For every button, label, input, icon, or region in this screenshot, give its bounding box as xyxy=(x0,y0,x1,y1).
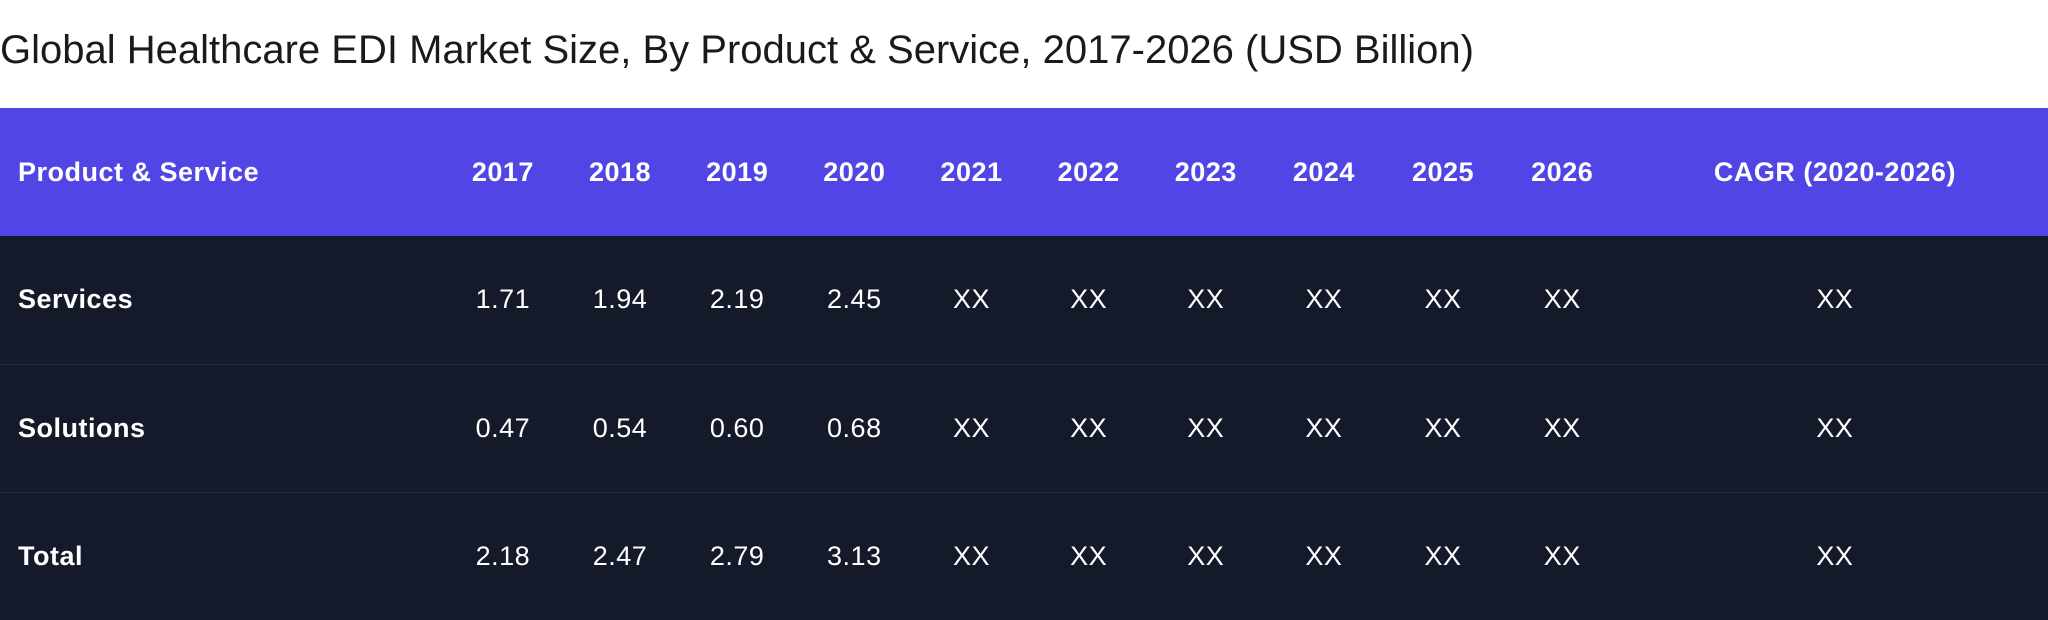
table-cell-cagr: XX xyxy=(1816,412,1854,443)
table-cell: 2.47 xyxy=(592,540,648,571)
table-cell: XX xyxy=(1424,412,1462,443)
table-cell: XX xyxy=(952,284,990,315)
column-header-2020: 2020 xyxy=(823,156,886,187)
table-row-total: Total 2.18 2.47 2.79 3.13 XX XX XX XX XX… xyxy=(0,492,2048,620)
column-header-2021: 2021 xyxy=(940,156,1003,187)
table-cell: XX xyxy=(1543,540,1581,571)
table-cell: 0.47 xyxy=(475,412,531,443)
table-cell-cagr: XX xyxy=(1816,284,1854,315)
table-cell: XX xyxy=(1424,284,1462,315)
column-header-2025: 2025 xyxy=(1412,156,1475,187)
table-cell: XX xyxy=(1070,412,1108,443)
table-cell: 0.68 xyxy=(827,412,882,443)
row-label: Solutions xyxy=(18,412,146,443)
table-cell: 1.94 xyxy=(592,284,648,315)
column-header-2024: 2024 xyxy=(1292,156,1355,187)
row-label: Total xyxy=(18,540,83,571)
column-header-product-service: Product & Service xyxy=(18,156,260,187)
table-cell: XX xyxy=(1187,540,1225,571)
column-header-2022: 2022 xyxy=(1057,156,1120,187)
table-cell: XX xyxy=(1305,412,1343,443)
table-cell: XX xyxy=(952,412,990,443)
column-header-2026: 2026 xyxy=(1531,156,1594,187)
table-cell: 2.79 xyxy=(709,540,765,571)
table-cell: 3.13 xyxy=(827,540,882,571)
column-header-2017: 2017 xyxy=(471,156,534,187)
table-cell: XX xyxy=(1070,540,1108,571)
column-header-2023: 2023 xyxy=(1174,156,1237,187)
table-cell: XX xyxy=(1187,412,1225,443)
table-cell: 1.71 xyxy=(475,284,531,315)
table-cell: 0.54 xyxy=(592,412,648,443)
table-cell: XX xyxy=(952,540,990,571)
table-cell: XX xyxy=(1543,284,1581,315)
table-cell: XX xyxy=(1424,540,1462,571)
table-row-services: Services 1.71 1.94 2.19 2.45 XX XX XX XX… xyxy=(0,236,2048,364)
table-cell: XX xyxy=(1070,284,1108,315)
table-cell-cagr: XX xyxy=(1816,540,1854,571)
page-title: Global Healthcare EDI Market Size, By Pr… xyxy=(0,28,1474,72)
table-cell: XX xyxy=(1305,284,1343,315)
table-cell: 2.19 xyxy=(709,284,765,315)
table-cell: XX xyxy=(1187,284,1225,315)
table-header-row: Product & Service 2017 2018 2019 2020 20… xyxy=(0,108,2048,236)
market-size-table: Product & Service 2017 2018 2019 2020 20… xyxy=(0,108,2048,620)
table-cell: 0.60 xyxy=(709,412,765,443)
table-cell: 2.18 xyxy=(475,540,531,571)
column-header-cagr: CAGR (2020-2026) xyxy=(1713,156,1956,187)
row-label: Services xyxy=(18,284,134,315)
table-row-solutions: Solutions 0.47 0.54 0.60 0.68 XX XX XX X… xyxy=(0,364,2048,492)
table-cell: XX xyxy=(1305,540,1343,571)
column-header-2019: 2019 xyxy=(706,156,769,187)
table-cell: 2.45 xyxy=(827,284,882,315)
table-cell: XX xyxy=(1543,412,1581,443)
column-header-2018: 2018 xyxy=(589,156,652,187)
